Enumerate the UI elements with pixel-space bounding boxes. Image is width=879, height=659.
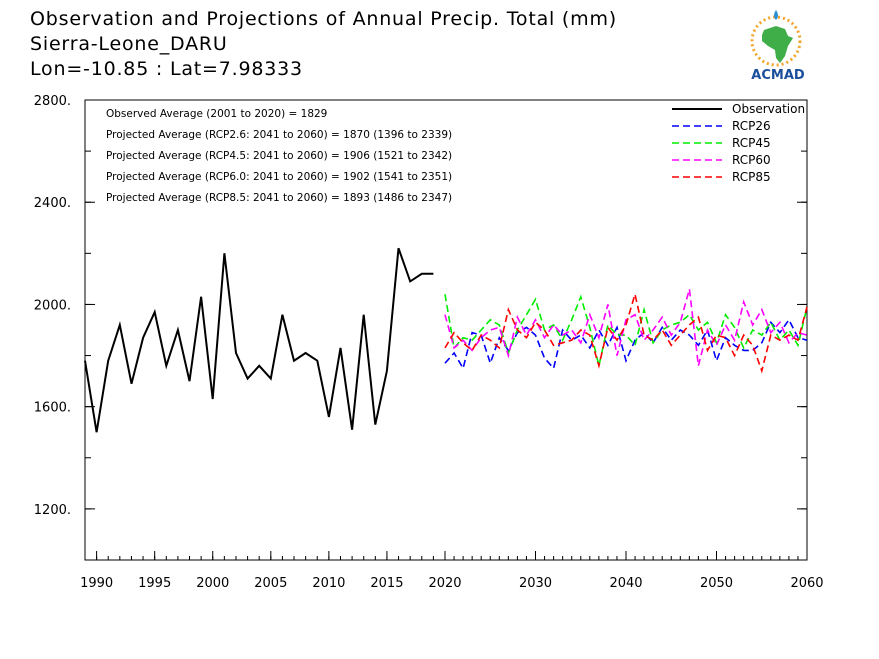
legend-label: RCP26 [732,119,771,133]
series-line-observation [84,247,434,433]
y-tick-label: 2400. [34,196,71,211]
acmad-logo: ACMAD [750,10,805,83]
location-name: Sierra-Leone_DARU [30,33,228,55]
annotation-text: Observed Average (2001 to 2020) = 1829 [106,108,327,120]
plot-frame [84,99,808,561]
legend-label: RCP60 [732,153,771,167]
africa-map-logo-icon [750,10,802,67]
x-tick-label: 2020 [428,576,461,591]
x-tick-label: 2010 [312,576,345,591]
legend-label: RCP85 [732,170,771,184]
annotation-text: Projected Average (RCP8.5: 2041 to 2060)… [106,192,452,204]
x-tick-label: 2030 [519,576,552,591]
series-line-rcp85 [444,293,808,374]
logo-text: ACMAD [751,68,805,83]
x-tick-label: 2015 [370,576,403,591]
series-lines [84,247,808,433]
annotations: Observed Average (2001 to 2020) = 1829 Pr… [106,108,452,204]
annotation-text: Projected Average (RCP4.5: 2041 to 2060)… [106,150,452,162]
x-tick-label: 2000 [196,576,229,591]
x-tick-label: 1990 [80,576,113,591]
x-tick-label: 2040 [609,576,642,591]
x-tick-label: 2050 [700,576,733,591]
series-line-rcp26 [444,318,808,371]
location-coordinates: Lon=-10.85 : Lat=7.98333 [30,58,303,80]
series-line-rcp60 [444,288,808,366]
x-axis: 1990 1995 2000 2005 2010 2015 2020 2030 2040 2050… [80,551,824,591]
legend-label: RCP45 [732,136,771,150]
x-tick-label: 2005 [254,576,287,591]
x-tick-label: 1995 [138,576,171,591]
annotation-text: Projected Average (RCP2.6: 2041 to 2060)… [106,129,452,141]
y-tick-label: 1200. [34,503,71,518]
legend-label: Observation [732,102,805,116]
legend: Observation RCP26 RCP45 RCP60 RCP85 [672,102,805,184]
annotation-text: Projected Average (RCP6.0: 2041 to 2060)… [106,171,452,183]
y-tick-label: 1600. [34,401,71,416]
y-axis: 1200. 1600. 2000. 2400. 2800. [34,94,807,561]
chart-title: Observation and Projections of Annual Pr… [30,8,617,30]
y-tick-label: 2800. [34,94,71,109]
x-tick-label: 2060 [790,576,823,591]
y-tick-label: 2000. [34,298,71,313]
